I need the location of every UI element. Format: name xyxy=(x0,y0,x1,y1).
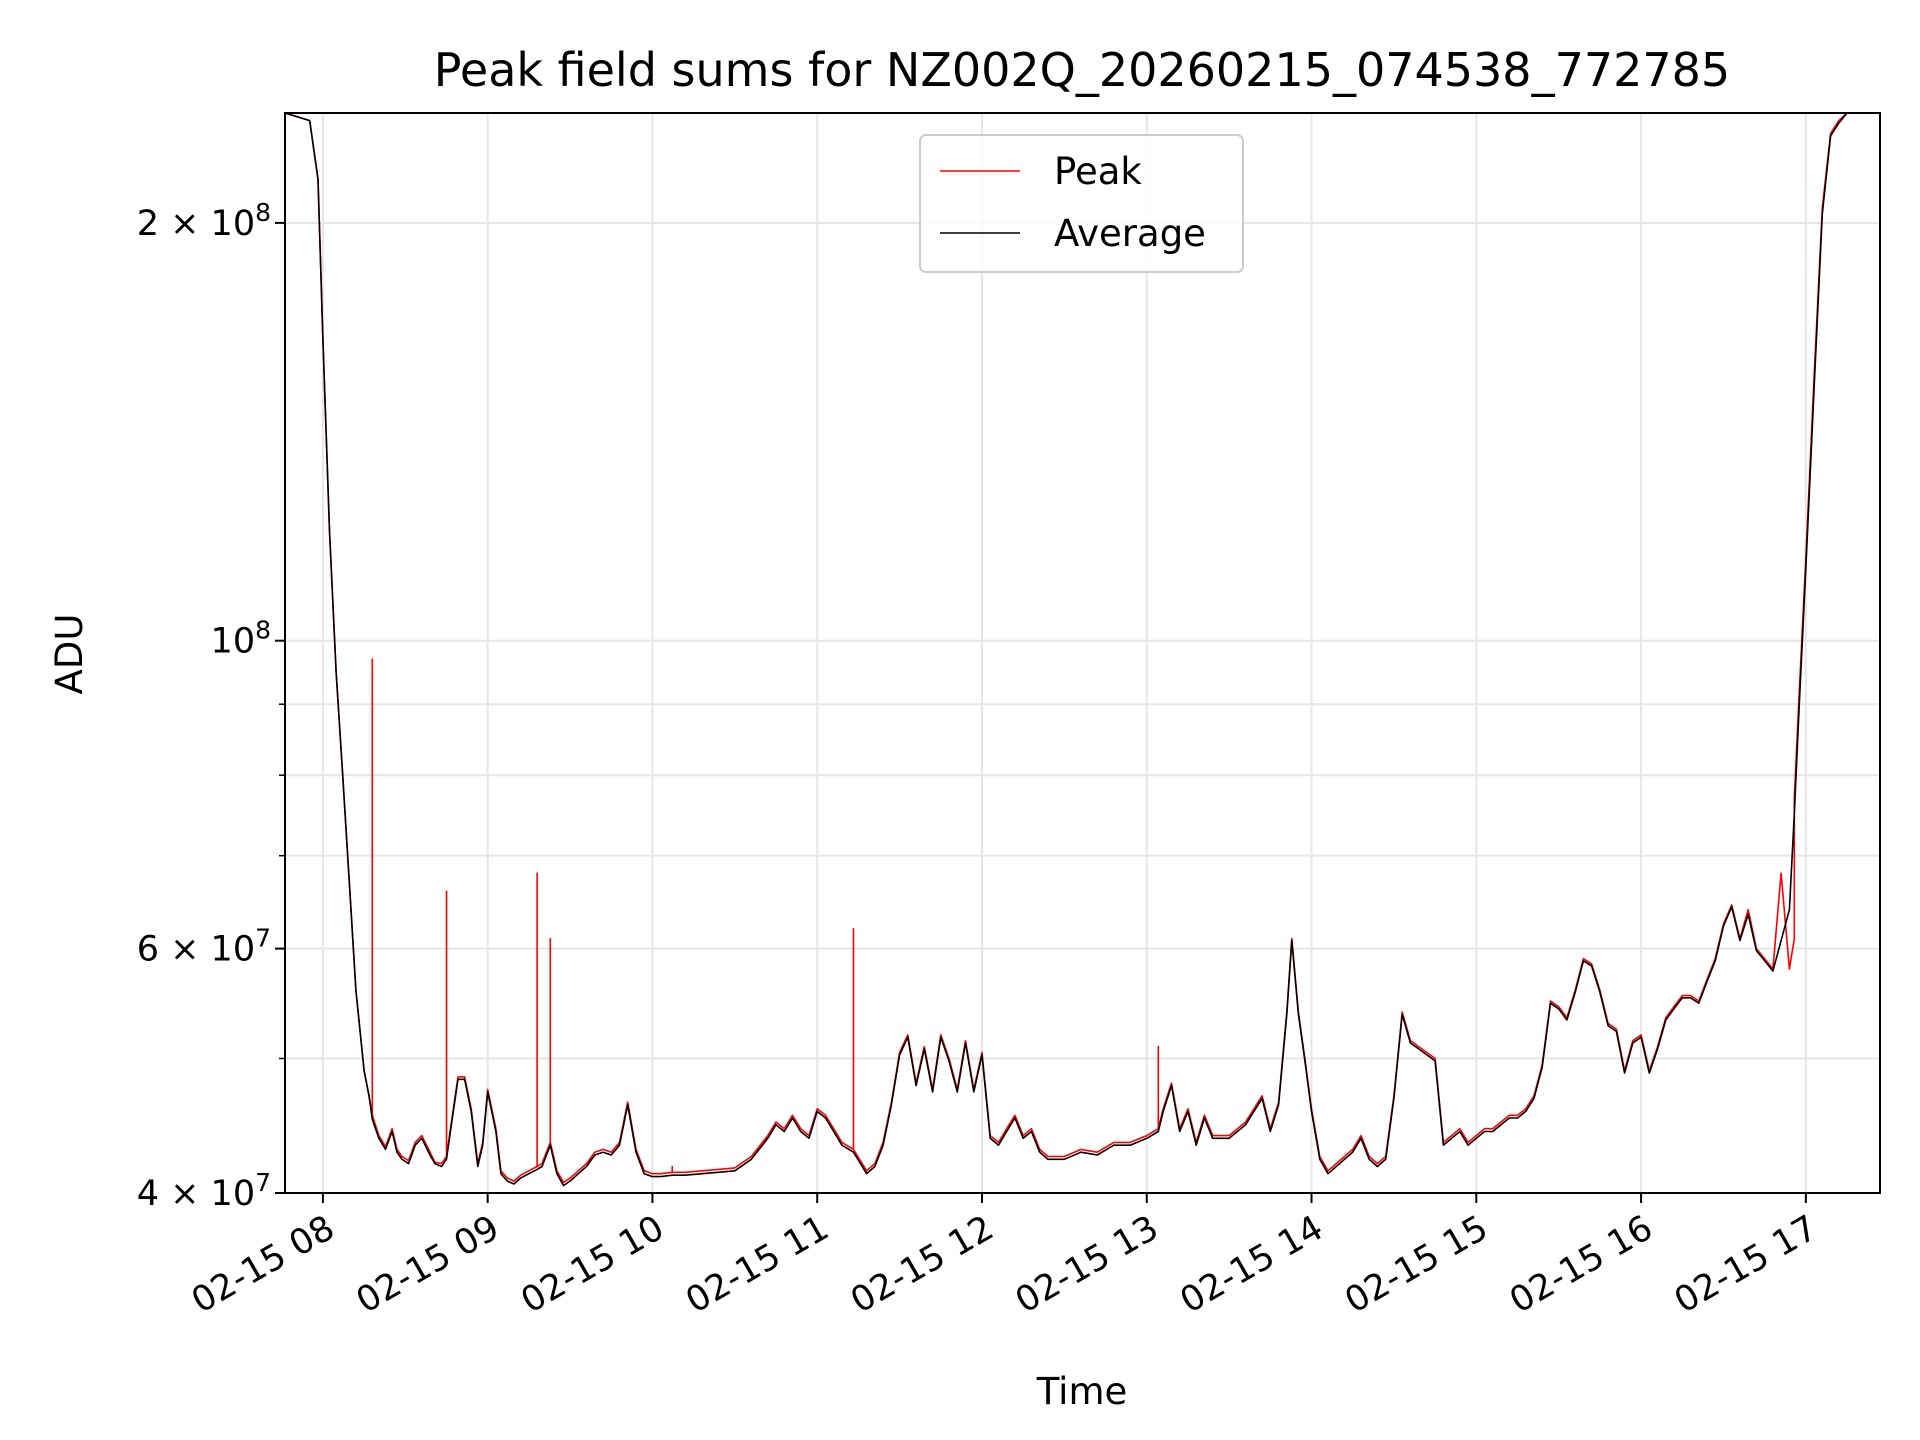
legend-label-peak: Peak xyxy=(1054,150,1142,193)
y-tick-label: 2 × 108 xyxy=(137,198,271,244)
series-layer xyxy=(284,112,1848,1187)
y-tick-label: 4 × 107 xyxy=(137,1168,271,1214)
y-tick-label: 6 × 107 xyxy=(137,924,271,970)
chart-title: Peak field sums for NZ002Q_20260215_0745… xyxy=(434,43,1730,97)
x-axis-label: Time xyxy=(1036,1370,1128,1413)
grid xyxy=(285,113,1880,1194)
legend-box xyxy=(919,134,1244,273)
y-axis-label: ADU xyxy=(48,614,91,695)
plot-frame xyxy=(284,112,1881,1194)
series-line-average xyxy=(284,112,1848,1187)
legend-label-average: Average xyxy=(1054,212,1206,255)
legend: Peak Average xyxy=(919,134,1244,273)
